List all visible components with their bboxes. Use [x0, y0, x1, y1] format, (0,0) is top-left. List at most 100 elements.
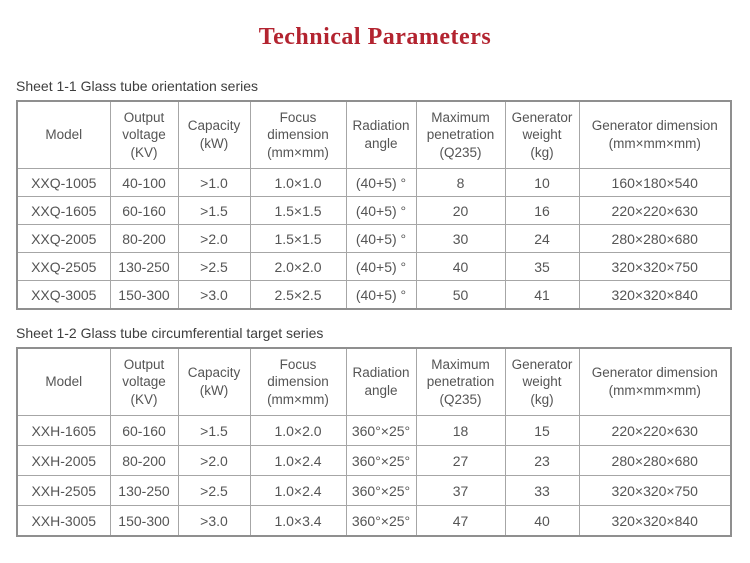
table-cell: 16: [504, 196, 580, 225]
header-cell: Maximum penetration (Q235): [415, 100, 506, 169]
table-cell: (40+5) °: [345, 252, 417, 281]
header-cell: Generator weight (kg): [504, 100, 580, 169]
table-cell: >3.0: [177, 505, 251, 537]
table-cell: 320×320×750: [578, 252, 732, 281]
table-cell: 80-200: [109, 445, 179, 476]
table-row: XXQ-1605 60-160 >1.5 1.5×1.5 (40+5) ° 20 16 220…: [16, 196, 732, 225]
table-cell: XXQ-3005: [16, 280, 111, 310]
table-cell: 47: [415, 505, 506, 537]
table-row: XXH-3005 150-300 >3.0 1.0×3.4 360°×25° 47 40 32…: [16, 505, 732, 537]
table-cell: 80-200: [109, 224, 179, 253]
table-cell: XXH-3005: [16, 505, 111, 537]
sheet-1-1-caption: Sheet 1-1 Glass tube orientation series: [16, 78, 259, 94]
table-cell: 150-300: [109, 280, 179, 310]
table-cell: 20: [415, 196, 506, 225]
header-cell: Generator dimension (mm×mm×mm): [578, 347, 732, 416]
table-cell: 130-250: [109, 252, 179, 281]
table-cell: 320×320×840: [578, 505, 732, 537]
table-cell: >1.5: [177, 196, 251, 225]
table-cell: 33: [504, 475, 580, 506]
table-cell: 1.5×1.5: [249, 224, 347, 253]
table-cell: >2.0: [177, 445, 251, 476]
table-cell: (40+5) °: [345, 224, 417, 253]
table-row: XXQ-1005 40-100 >1.0 1.0×1.0 (40+5) ° 8 10 160×…: [16, 168, 732, 197]
table-cell: 60-160: [109, 415, 179, 446]
table-cell: 360°×25°: [345, 415, 417, 446]
table-cell: 360°×25°: [345, 505, 417, 537]
table-cell: 10: [504, 168, 580, 197]
glass-tube-orientation-series-table: Model Output voltage (KV) Capacity (kW) Foc…: [16, 100, 732, 310]
header-cell: Output voltage (KV): [109, 100, 179, 169]
table-cell: 1.0×3.4: [249, 505, 347, 537]
table-cell: 360°×25°: [345, 475, 417, 506]
table-cell: 18: [415, 415, 506, 446]
header-cell: Generator dimension (mm×mm×mm): [578, 100, 732, 169]
table-cell: >2.5: [177, 475, 251, 506]
table-cell: 360°×25°: [345, 445, 417, 476]
table-cell: 41: [504, 280, 580, 310]
table-cell: 40: [504, 505, 580, 537]
table-cell: 8: [415, 168, 506, 197]
table-cell: XXQ-2005: [16, 224, 111, 253]
header-cell: Generator weight (kg): [504, 347, 580, 416]
table-cell: 40: [415, 252, 506, 281]
glass-tube-circumferential-target-series-table: Model Output voltage (KV) Capacity (kW) Foc…: [16, 347, 732, 537]
table-cell: (40+5) °: [345, 196, 417, 225]
header-cell: Capacity (kW): [177, 100, 251, 169]
table-row: XXH-1605 60-160 >1.5 1.0×2.0 360°×25° 18 15 220…: [16, 415, 732, 446]
table-cell: 37: [415, 475, 506, 506]
table-cell: XXH-2005: [16, 445, 111, 476]
table-cell: XXQ-2505: [16, 252, 111, 281]
table-row: XXH-2505 130-250 >2.5 1.0×2.4 360°×25° 37 33 32…: [16, 475, 732, 506]
sheet-1-2-caption: Sheet 1-2 Glass tube circumferential tar…: [16, 325, 324, 341]
table-cell: 220×220×630: [578, 415, 732, 446]
table-cell: 1.0×2.0: [249, 415, 347, 446]
header-cell: Maximum penetration (Q235): [415, 347, 506, 416]
table-cell: 1.0×2.4: [249, 445, 347, 476]
table-cell: 15: [504, 415, 580, 446]
table-cell: >2.0: [177, 224, 251, 253]
table-header-row: Model Output voltage (KV) Capacity (kW) Foc…: [16, 347, 732, 416]
table-cell: 35: [504, 252, 580, 281]
table-row: XXQ-3005 150-300 >3.0 2.5×2.5 (40+5) ° 50 41 32…: [16, 280, 732, 310]
header-cell: Model: [16, 347, 111, 416]
table-cell: 24: [504, 224, 580, 253]
table-cell: 320×320×840: [578, 280, 732, 310]
table-row: XXQ-2505 130-250 >2.5 2.0×2.0 (40+5) ° 40 35 32…: [16, 252, 732, 281]
table-cell: 1.5×1.5: [249, 196, 347, 225]
header-cell: Focus dimension (mm×mm): [249, 100, 347, 169]
header-cell: Model: [16, 100, 111, 169]
table-cell: 2.0×2.0: [249, 252, 347, 281]
header-cell: Radiation angle: [345, 100, 417, 169]
table-cell: XXH-2505: [16, 475, 111, 506]
table-cell: (40+5) °: [345, 168, 417, 197]
table-cell: 40-100: [109, 168, 179, 197]
table-cell: >1.5: [177, 415, 251, 446]
table-cell: 1.0×2.4: [249, 475, 347, 506]
table-cell: 2.5×2.5: [249, 280, 347, 310]
table-cell: 160×180×540: [578, 168, 732, 197]
table-cell: >3.0: [177, 280, 251, 310]
table-cell: >1.0: [177, 168, 251, 197]
table-cell: XXQ-1005: [16, 168, 111, 197]
table-cell: 130-250: [109, 475, 179, 506]
table-cell: 30: [415, 224, 506, 253]
table-row: XXH-2005 80-200 >2.0 1.0×2.4 360°×25° 27 23 280…: [16, 445, 732, 476]
table-cell: 1.0×1.0: [249, 168, 347, 197]
table-row: XXQ-2005 80-200 >2.0 1.5×1.5 (40+5) ° 30 24 280…: [16, 224, 732, 253]
table-cell: XXH-1605: [16, 415, 111, 446]
table-cell: >2.5: [177, 252, 251, 281]
table-cell: 280×280×680: [578, 224, 732, 253]
header-cell: Output voltage (KV): [109, 347, 179, 416]
table-cell: 150-300: [109, 505, 179, 537]
table-cell: XXQ-1605: [16, 196, 111, 225]
header-cell: Radiation angle: [345, 347, 417, 416]
table-cell: 50: [415, 280, 506, 310]
header-cell: Focus dimension (mm×mm): [249, 347, 347, 416]
table-cell: (40+5) °: [345, 280, 417, 310]
page-title: Technical Parameters: [258, 24, 492, 50]
table-cell: 220×220×630: [578, 196, 732, 225]
table-cell: 60-160: [109, 196, 179, 225]
table-cell: 23: [504, 445, 580, 476]
table-cell: 280×280×680: [578, 445, 732, 476]
